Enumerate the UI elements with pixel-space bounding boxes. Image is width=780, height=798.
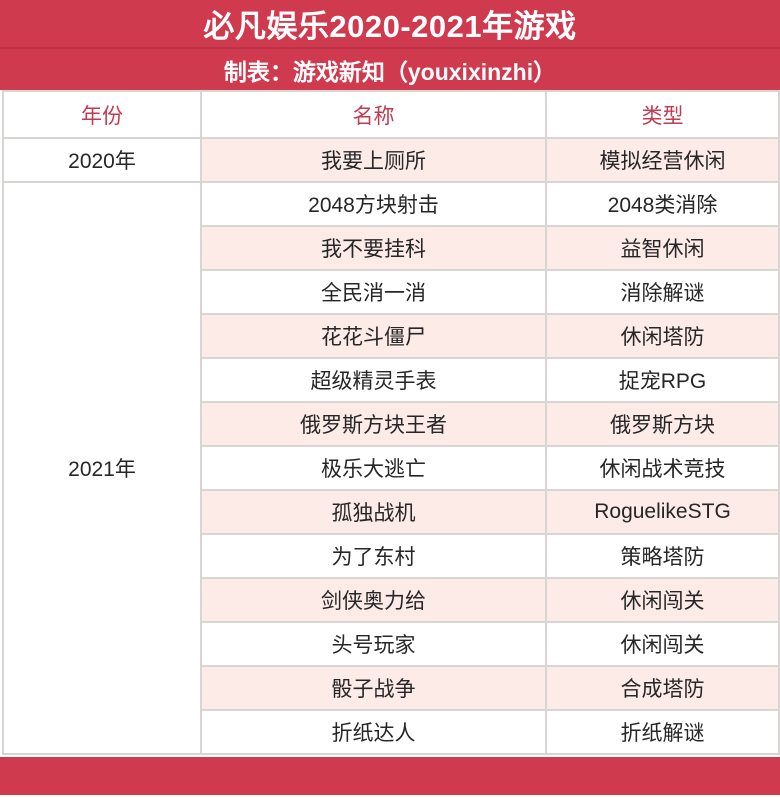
title-bar: 必凡娱乐2020-2021年游戏 xyxy=(0,0,780,47)
game-genre: 休闲战术竞技 xyxy=(545,445,780,491)
game-genre: 合成塔防 xyxy=(545,665,780,711)
game-genre: 策略塔防 xyxy=(545,533,780,579)
game-genre: 消除解谜 xyxy=(545,269,780,315)
table-row: 为了东村 策略塔防 xyxy=(3,533,780,579)
game-name: 孤独战机 xyxy=(200,489,547,535)
game-name: 头号玩家 xyxy=(200,621,547,667)
game-genre: 休闲闯关 xyxy=(545,577,780,623)
table-row: 我不要挂科 益智休闲 xyxy=(3,225,780,271)
header-divider xyxy=(0,47,780,49)
column-header-name: 名称 xyxy=(200,90,547,139)
game-genre: 捉宠RPG xyxy=(545,357,780,403)
column-header-type: 类型 xyxy=(545,90,780,139)
game-name: 骰子战争 xyxy=(200,665,547,711)
table-row: 超级精灵手表 捉宠RPG xyxy=(3,357,780,403)
table-row: 孤独战机 RoguelikeSTG xyxy=(3,489,780,535)
table-row: 俄罗斯方块王者 俄罗斯方块 xyxy=(3,401,780,447)
game-name: 全民消一消 xyxy=(200,269,547,315)
table-row: 骰子战争 合成塔防 xyxy=(3,665,780,711)
table-row: 全民消一消 消除解谜 xyxy=(3,269,780,315)
table-row: 极乐大逃亡 休闲战术竞技 xyxy=(3,445,780,491)
game-name: 剑侠奥力给 xyxy=(200,577,547,623)
table-row: 折纸达人 折纸解谜 xyxy=(3,709,780,755)
table-header: 年份 名称 类型 xyxy=(2,90,780,139)
game-genre: 益智休闲 xyxy=(545,225,780,271)
game-genre: 休闲塔防 xyxy=(545,313,780,359)
game-name: 我要上厕所 xyxy=(200,137,547,183)
table-row: 2021年 2048方块射击 2048类消除 xyxy=(2,181,780,755)
header-row: 年份 名称 类型 xyxy=(2,90,780,139)
table-row: 剑侠奥力给 休闲闯关 xyxy=(3,577,780,623)
year-cell-2020: 2020年 xyxy=(2,137,202,183)
game-genre: RoguelikeSTG xyxy=(545,489,780,535)
game-name: 俄罗斯方块王者 xyxy=(200,401,547,447)
footer-bar xyxy=(0,757,780,795)
subtitle-bar: 制表：游戏新知（youxixinzhi） xyxy=(0,49,780,90)
game-name: 折纸达人 xyxy=(200,709,547,755)
year-cell-2021: 2021年 xyxy=(2,181,202,755)
game-genre: 模拟经营休闲 xyxy=(545,137,780,183)
page-subtitle: 制表：游戏新知（youxixinzhi） xyxy=(223,58,557,85)
game-genre: 俄罗斯方块 xyxy=(545,401,780,447)
game-name: 2048方块射击 xyxy=(200,181,547,227)
game-name: 为了东村 xyxy=(200,533,547,579)
game-name: 超级精灵手表 xyxy=(200,357,547,403)
games-table: 年份 名称 类型 2020年 我要上厕所 模拟经营休闲 2021年 2048方块… xyxy=(2,90,780,755)
game-genre: 2048类消除 xyxy=(545,181,780,227)
table-row: 2020年 我要上厕所 模拟经营休闲 xyxy=(2,137,780,183)
game-name: 花花斗僵尸 xyxy=(200,313,547,359)
game-name: 极乐大逃亡 xyxy=(200,445,547,491)
game-name: 我不要挂科 xyxy=(200,225,547,271)
column-header-year: 年份 xyxy=(2,90,202,139)
table-row: 花花斗僵尸 休闲塔防 xyxy=(3,313,780,359)
game-genre: 休闲闯关 xyxy=(545,621,780,667)
table-row: 头号玩家 休闲闯关 xyxy=(3,621,780,667)
page-title: 必凡娱乐2020-2021年游戏 xyxy=(203,9,577,44)
game-genre: 折纸解谜 xyxy=(545,709,780,755)
